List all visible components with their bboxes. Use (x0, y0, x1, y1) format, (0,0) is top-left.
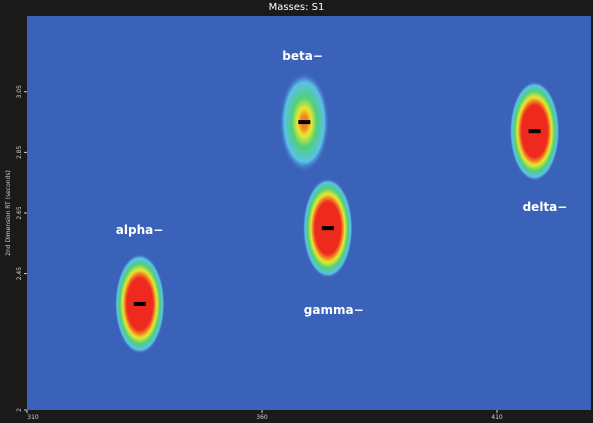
peak-apex-marker (321, 226, 334, 231)
peak-label-gamma: gamma− (304, 303, 364, 317)
peak-apex-marker (528, 129, 541, 134)
x-tick-label: 360 (256, 414, 268, 421)
x-tick-label: 310 (27, 414, 39, 421)
peak-apex-marker (298, 120, 311, 125)
y-tick-label: 2.65 (16, 206, 23, 220)
y-tick-label: 3.05 (16, 85, 23, 99)
peak-label-delta: delta− (523, 200, 568, 214)
peak-label-alpha: alpha− (116, 223, 164, 237)
y-axis-label: 2nd Dimension RT (seconds) (5, 170, 12, 256)
x-axis: 310 360 410 (26, 410, 503, 421)
peak-label-beta: beta− (282, 49, 323, 63)
y-tick-label: 2 (16, 408, 23, 412)
y-tick-label: 2.45 (16, 267, 23, 281)
window-title: Masses: S1 (0, 0, 593, 16)
y-tick-label: 2.85 (16, 146, 23, 160)
y-axis: 2 2.45 2.65 2.85 3.05 (16, 85, 27, 412)
peaks-layer: alpha− beta− gamma− delta− (114, 49, 568, 354)
peak-apex-marker (133, 301, 146, 306)
x-tick-label: 410 (491, 414, 503, 421)
